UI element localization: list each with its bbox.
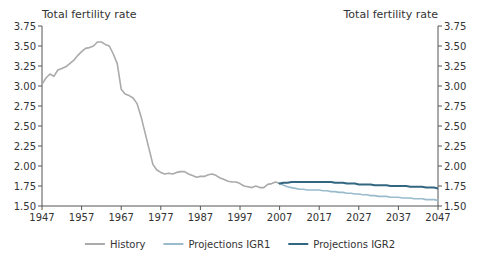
y-tick-label: 1.50 <box>14 201 36 212</box>
y-axis-label: Total fertility rate <box>41 8 137 21</box>
y-tick <box>38 206 42 207</box>
y2-tick-label: 3.00 <box>444 81 466 92</box>
y-tick <box>38 46 42 47</box>
y2-tick-label: 3.75 <box>444 21 466 32</box>
y2-tick <box>438 86 442 87</box>
x-tick <box>438 206 439 210</box>
series-group <box>42 42 438 200</box>
x-tick-label: 2047 <box>425 212 450 223</box>
x-tick <box>160 206 161 210</box>
y2-tick <box>438 166 442 167</box>
legend-label: History <box>110 239 146 250</box>
y-tick-label: 2.00 <box>14 161 36 172</box>
legend-swatch <box>85 243 105 245</box>
y2-tick-label: 2.50 <box>444 121 466 132</box>
y2-tick-label: 2.25 <box>444 141 466 152</box>
y2-tick <box>438 186 442 187</box>
y-tick <box>38 106 42 107</box>
y-tick <box>38 66 42 67</box>
legend-item: Projections IGR1 <box>163 239 270 250</box>
y-tick <box>38 186 42 187</box>
legend-item: History <box>85 239 146 250</box>
legend-label: Projections IGR1 <box>188 239 270 250</box>
x-tick-label: 1957 <box>69 212 94 223</box>
y2-tick <box>438 106 442 107</box>
y2-axis-label: Total fertility rate <box>343 8 439 21</box>
x-tick <box>398 206 399 210</box>
x-tick <box>200 206 201 210</box>
y-tick <box>38 86 42 87</box>
x-tick-label: 2007 <box>267 212 292 223</box>
x-tick <box>319 206 320 210</box>
y2-tick-label: 3.25 <box>444 61 466 72</box>
series-line <box>280 182 438 188</box>
x-tick <box>81 206 82 210</box>
legend-swatch <box>163 243 183 245</box>
y2-axis-line <box>438 26 439 206</box>
x-tick-label: 1967 <box>108 212 133 223</box>
y-tick-label: 2.25 <box>14 141 36 152</box>
x-tick <box>279 206 280 210</box>
legend: History Projections IGR1 Projections IGR2 <box>85 239 395 250</box>
y2-tick <box>438 206 442 207</box>
y-axis-line <box>42 26 43 206</box>
legend-swatch <box>288 243 308 245</box>
legend-item: Projections IGR2 <box>288 239 395 250</box>
x-tick-label: 2017 <box>306 212 331 223</box>
legend-label: Projections IGR2 <box>313 239 395 250</box>
y2-tick <box>438 66 442 67</box>
x-tick-label: 2027 <box>346 212 371 223</box>
y-tick-label: 2.50 <box>14 121 36 132</box>
series-line <box>42 42 280 188</box>
y-tick <box>38 146 42 147</box>
y2-tick <box>438 26 442 27</box>
x-tick-label: 1947 <box>29 212 54 223</box>
y-tick <box>38 26 42 27</box>
y2-tick-label: 2.00 <box>444 161 466 172</box>
x-tick <box>121 206 122 210</box>
x-tick-label: 1997 <box>227 212 252 223</box>
x-tick <box>240 206 241 210</box>
x-tick-label: 1977 <box>148 212 173 223</box>
y-tick-label: 3.25 <box>14 61 36 72</box>
x-tick-label: 1987 <box>188 212 213 223</box>
y-tick-label: 3.50 <box>14 41 36 52</box>
y2-tick-label: 3.50 <box>444 41 466 52</box>
y2-tick-label: 2.75 <box>444 101 466 112</box>
y2-tick <box>438 46 442 47</box>
y2-tick-label: 1.50 <box>444 201 466 212</box>
y-tick <box>38 126 42 127</box>
x-tick-label: 2037 <box>386 212 411 223</box>
y-tick-label: 3.75 <box>14 21 36 32</box>
y-tick <box>38 166 42 167</box>
y2-tick-label: 1.75 <box>444 181 466 192</box>
y-tick-label: 3.00 <box>14 81 36 92</box>
y2-tick <box>438 126 442 127</box>
y-tick-label: 2.75 <box>14 101 36 112</box>
chart: 1.50 1.75 2.00 2.25 2.50 2.75 3.00 3.25 3.50 3.75… <box>0 0 480 260</box>
y2-tick <box>438 146 442 147</box>
y-tick-label: 1.75 <box>14 181 36 192</box>
x-tick <box>358 206 359 210</box>
x-tick <box>42 206 43 210</box>
